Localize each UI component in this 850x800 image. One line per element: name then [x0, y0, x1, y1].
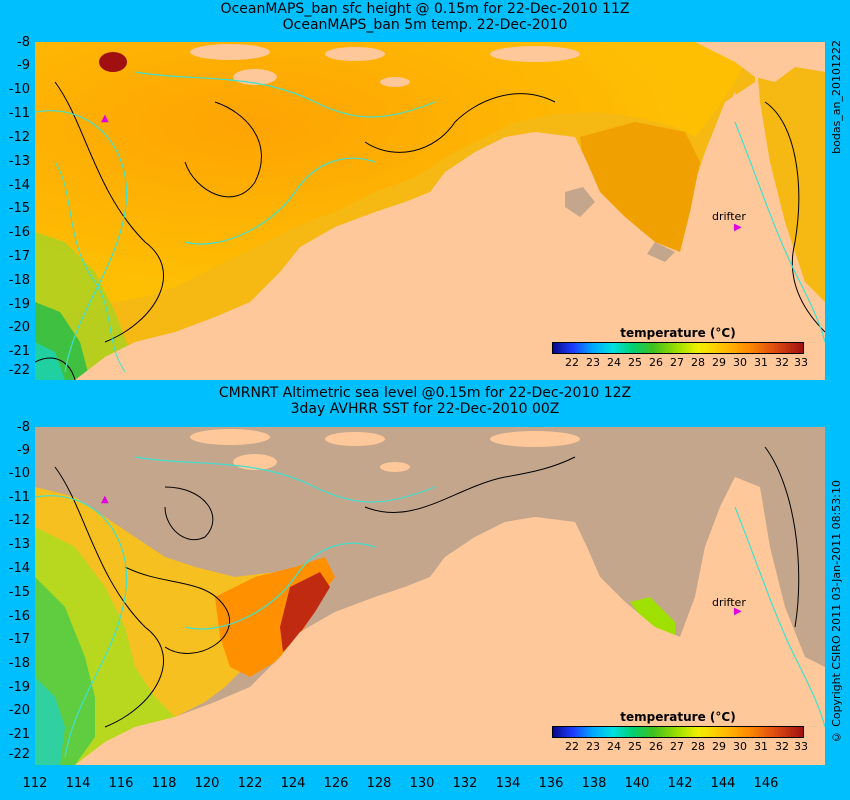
bottom-panel-title-line2: 3day AVHRR SST for 22-Dec-2010 00Z	[290, 401, 560, 417]
x-label: 144	[710, 776, 736, 791]
top-map-panel	[35, 42, 825, 380]
top-y-label: -14	[8, 178, 30, 193]
bottom-drifter-label: drifter	[712, 596, 746, 609]
legend-color-bar	[552, 726, 804, 738]
bottom-drifter-marker-west: ▲	[101, 494, 109, 505]
x-label: 116	[108, 776, 134, 791]
x-label: 122	[237, 776, 263, 791]
top-y-label: -18	[8, 273, 30, 288]
top-y-label: -10	[8, 82, 30, 97]
legend-tick: 22	[565, 740, 579, 753]
top-drifter-marker-west: ▲	[101, 113, 109, 124]
top-y-label: -8	[17, 35, 30, 50]
bottom-y-label: -11	[8, 490, 30, 505]
bottom-y-label: -14	[8, 561, 30, 576]
legend-tick: 31	[754, 740, 768, 753]
bottom-copyright-label: © Copyright CSIRO 2011 03-Jan-2011 08:53…	[830, 480, 843, 744]
top-panel-title-line2: OceanMAPS_ban 5m temp. 22-Dec-2010	[282, 17, 568, 33]
legend-tick: 29	[712, 740, 726, 753]
legend-tick: 24	[607, 356, 621, 369]
legend-tick: 33	[794, 356, 808, 369]
top-panel-title-line1: OceanMAPS_ban sfc height @ 0.15m for 22-…	[220, 1, 630, 17]
top-drifter-label: drifter	[712, 210, 746, 223]
top-y-label: -21	[8, 344, 30, 359]
x-label: 142	[667, 776, 693, 791]
top-y-label: -22	[8, 363, 30, 378]
bottom-y-label: -18	[8, 656, 30, 671]
legend-tick: 26	[649, 356, 663, 369]
legend-tick: 27	[670, 740, 684, 753]
legend-tick: 33	[794, 740, 808, 753]
bottom-drifter-marker: ▶	[734, 606, 742, 617]
bottom-y-label: -21	[8, 727, 30, 742]
bottom-y-label: -16	[8, 609, 30, 624]
x-label: 146	[753, 776, 779, 791]
bottom-panel-title-line1: CMRNRT Altimetric sea level @0.15m for 2…	[218, 385, 632, 401]
top-y-label: -15	[8, 201, 30, 216]
bottom-y-label: -15	[8, 585, 30, 600]
top-temperature-legend: temperature (°C) 22 23 24 25 26 27 28 29…	[552, 326, 808, 369]
top-y-label: -20	[8, 320, 30, 335]
bottom-y-label: -10	[8, 466, 30, 481]
legend-tick: 31	[754, 356, 768, 369]
x-label: 120	[194, 776, 220, 791]
legend-tick: 29	[712, 356, 726, 369]
legend-tick: 27	[670, 356, 684, 369]
x-label: 130	[409, 776, 435, 791]
legend-tick: 32	[775, 740, 789, 753]
x-label: 140	[624, 776, 650, 791]
legend-tick: 23	[586, 356, 600, 369]
legend-tick: 32	[775, 356, 789, 369]
legend-tick: 28	[691, 356, 705, 369]
top-y-label: -19	[8, 297, 30, 312]
top-y-label: -12	[8, 130, 30, 145]
legend-tick: 24	[607, 740, 621, 753]
x-label: 136	[538, 776, 564, 791]
bottom-y-label: -8	[17, 420, 30, 435]
legend-ticks: 22 23 24 25 26 27 28 29 30 31 32 33	[552, 740, 808, 753]
legend-tick: 25	[628, 740, 642, 753]
x-label: 132	[452, 776, 478, 791]
bottom-temperature-legend: temperature (°C) 22 23 24 25 26 27 28 29…	[552, 710, 808, 753]
top-map-graphic	[35, 42, 825, 380]
bottom-y-label: -19	[8, 680, 30, 695]
bottom-y-label: -13	[8, 537, 30, 552]
x-label: 114	[65, 776, 91, 791]
legend-tick: 22	[565, 356, 579, 369]
legend-title: temperature (°C)	[620, 710, 736, 724]
x-label: 126	[323, 776, 349, 791]
x-label: 138	[581, 776, 607, 791]
legend-tick: 23	[586, 740, 600, 753]
bottom-map-panel	[35, 427, 825, 765]
top-y-label: -11	[8, 106, 30, 121]
x-label: 118	[151, 776, 177, 791]
bottom-y-label: -20	[8, 703, 30, 718]
bottom-map-graphic	[35, 427, 825, 765]
x-label: 128	[366, 776, 392, 791]
legend-tick: 28	[691, 740, 705, 753]
top-side-label: bodas_an_20101222	[830, 40, 843, 154]
top-y-label: -13	[8, 154, 30, 169]
bottom-y-label: -17	[8, 632, 30, 647]
legend-tick: 26	[649, 740, 663, 753]
bottom-y-label: -22	[8, 747, 30, 762]
bottom-y-label: -12	[8, 513, 30, 528]
top-y-label: -9	[17, 58, 30, 73]
x-label: 134	[495, 776, 521, 791]
top-y-label: -16	[8, 225, 30, 240]
top-y-label: -17	[8, 249, 30, 264]
legend-ticks: 22 23 24 25 26 27 28 29 30 31 32 33	[552, 356, 808, 369]
legend-title: temperature (°C)	[620, 326, 736, 340]
x-label: 112	[22, 776, 48, 791]
legend-tick: 30	[733, 356, 747, 369]
bottom-y-label: -9	[17, 443, 30, 458]
legend-color-bar	[552, 342, 804, 354]
legend-tick: 25	[628, 356, 642, 369]
legend-tick: 30	[733, 740, 747, 753]
x-label: 124	[280, 776, 306, 791]
top-drifter-marker: ▶	[734, 222, 742, 233]
